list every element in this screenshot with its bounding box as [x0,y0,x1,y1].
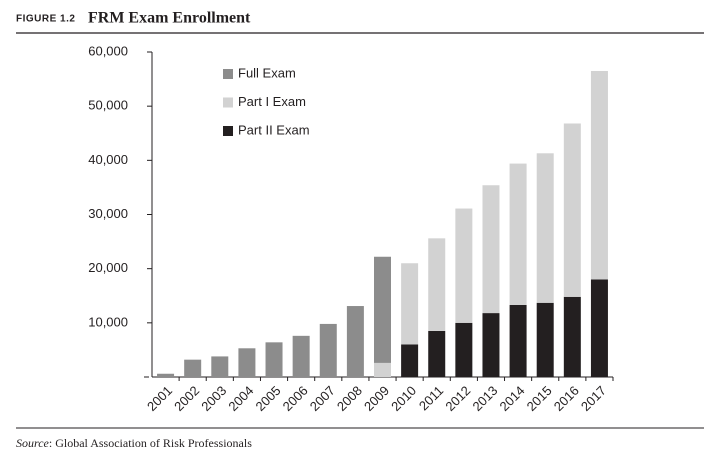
chart-title: FRM Exam Enrollment [88,10,251,27]
x-tick-label: 2005 [253,383,284,414]
x-tick-label: 2002 [171,383,202,414]
source-text: : Global Association of Risk Professiona… [49,436,252,450]
bar-segment [346,306,364,377]
x-tick-label: 2014 [497,383,528,414]
x-tick-label: 2006 [280,383,311,414]
legend-label: Part I Exam [238,94,306,109]
bar-segment [211,356,229,377]
x-tick-label: 2004 [225,383,256,414]
x-tick-label: 2001 [144,383,175,414]
y-tick-label: 60,000 [88,43,128,58]
source: Source: Global Association of Risk Profe… [16,436,252,450]
figure-label: FIGURE 1.2 [16,14,75,25]
x-tick-label: 2017 [578,383,609,414]
x-tick-label: 2003 [198,383,229,414]
bar-segment [509,163,527,305]
bar-segment [563,296,581,377]
bar-segment [482,185,500,314]
bar-segment [536,302,554,377]
bar-segment [374,256,391,363]
y-tick-label: 40,000 [88,152,128,167]
x-tick-label: 2015 [524,383,555,414]
bar-segment [157,373,175,377]
bar-segment [184,359,202,377]
legend-swatch [223,126,233,136]
bar-segment [265,342,283,377]
y-tick-label: 30,000 [88,206,128,221]
x-tick-label: 2007 [307,383,338,414]
bar-segment [292,335,310,377]
bar-segment [374,362,391,377]
x-tick-label: 2012 [442,383,473,414]
x-tick-label: 2016 [551,383,582,414]
legend-label: Full Exam [238,65,296,80]
bar-segment [238,348,256,377]
y-tick-label: 20,000 [88,260,128,275]
bar-segment [319,323,337,377]
bar-segment [455,208,473,323]
x-tick-label: 2010 [388,383,419,414]
y-tick-label: 50,000 [88,98,128,113]
bar-segment [401,263,419,345]
bar-segment [509,304,527,377]
bar-segment [428,238,446,331]
legend-swatch [223,97,233,108]
bar-segment [428,330,446,377]
bar-segment [455,322,473,377]
x-tick-label: 2011 [416,383,446,413]
legend-label: Part II Exam [238,122,310,137]
bar-segment [590,279,608,377]
bar-segment [563,123,581,297]
x-tick-label: 2008 [334,383,365,414]
source-label: Source [16,436,50,450]
bar-segment [482,313,500,377]
x-tick-label: 2009 [361,383,392,414]
bar-segment [590,70,608,280]
bar-segment [401,344,419,377]
legend-swatch [223,69,233,79]
y-tick-label: 10,000 [88,314,128,329]
x-tick-label: 2013 [469,383,500,414]
bar-segment [536,153,554,303]
